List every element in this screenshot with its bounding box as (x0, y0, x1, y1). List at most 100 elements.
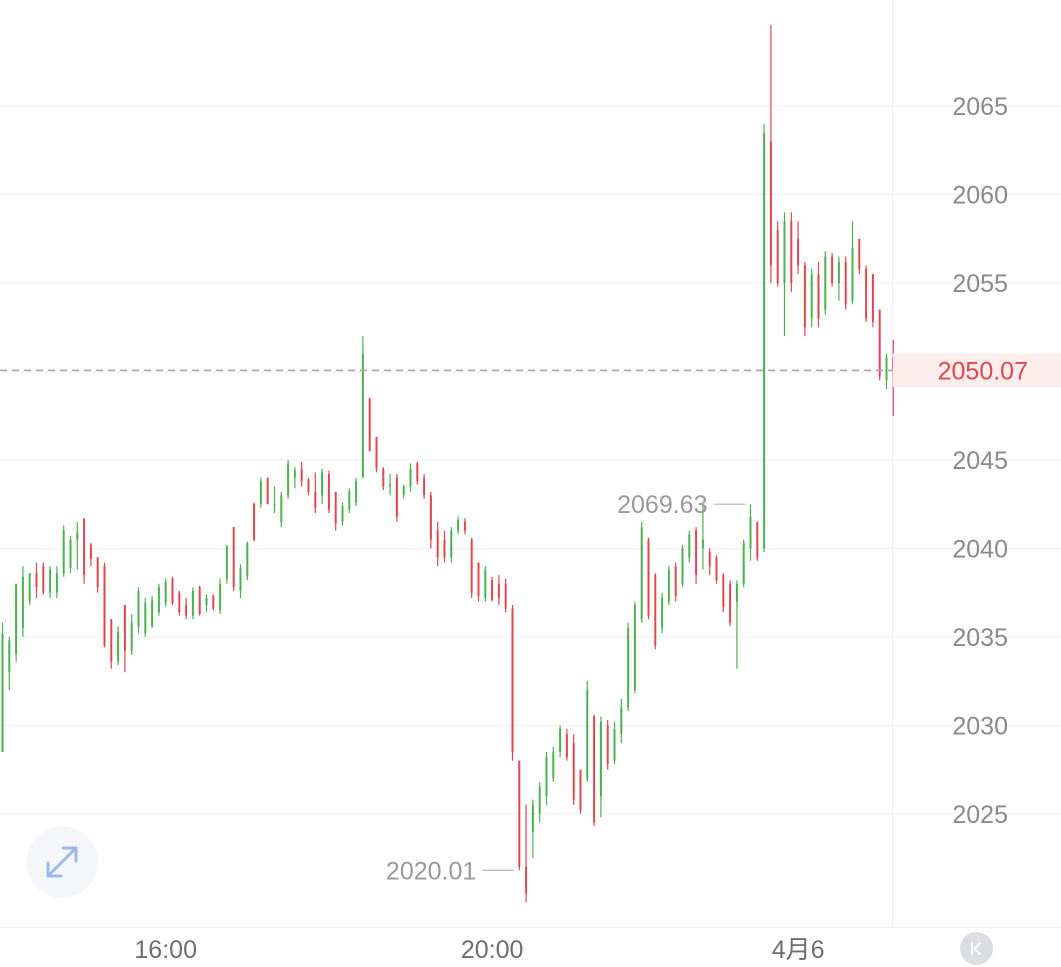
candle (620, 698, 623, 744)
candle (314, 472, 317, 514)
candle-body (511, 608, 514, 752)
candle (763, 123, 766, 552)
candle-body (205, 597, 208, 606)
candle (382, 467, 385, 491)
candle (423, 474, 426, 499)
candle (783, 212, 786, 337)
expand-chart-button[interactable] (26, 826, 98, 898)
candle-body (273, 504, 276, 506)
candle (552, 746, 555, 782)
candle-body (436, 530, 439, 558)
candle (463, 518, 466, 535)
candle (96, 557, 99, 593)
candle-body (776, 229, 779, 284)
grid-lines (0, 105, 1061, 815)
candle-body (674, 566, 677, 597)
candle (470, 537, 473, 598)
candle-body (858, 238, 861, 269)
candle-body (416, 463, 419, 482)
candle-body (769, 141, 772, 266)
candle (674, 562, 677, 602)
candle (28, 573, 31, 606)
candle (559, 725, 562, 758)
expand-arrows-icon (46, 846, 78, 878)
candle (171, 576, 174, 606)
candle (287, 459, 290, 499)
scroll-to-start-button[interactable] (960, 932, 993, 965)
candle (157, 583, 160, 616)
x-tick-label: 4月6 (772, 936, 825, 964)
low-annotation: 2020.01 (386, 857, 515, 885)
candle-body (110, 619, 113, 662)
candle (484, 566, 487, 602)
candle (375, 436, 378, 473)
x-tick-label: 20:00 (461, 936, 524, 964)
candle-body (15, 583, 18, 655)
candle (871, 274, 874, 328)
candle (185, 597, 188, 620)
candle-body (654, 574, 657, 646)
candle (198, 585, 201, 616)
y-tick-label: 2045 (952, 447, 1008, 475)
candle (327, 470, 330, 514)
candle (15, 583, 18, 662)
candle-body (368, 398, 371, 452)
candle-body (266, 477, 269, 505)
candle (667, 566, 670, 606)
candle-body (42, 566, 45, 593)
candle-body (55, 573, 58, 593)
candle (436, 521, 439, 567)
candle-body (198, 587, 201, 614)
candle (803, 261, 806, 337)
y-tick-label: 2035 (952, 624, 1008, 652)
candle-body (69, 539, 72, 568)
candle (361, 336, 364, 478)
candle (572, 734, 575, 805)
candle-body (667, 569, 670, 602)
candle (368, 398, 371, 452)
candle-body (837, 261, 840, 284)
candle-body (382, 468, 385, 487)
candle (443, 530, 446, 563)
candle (62, 525, 65, 577)
candle (259, 477, 262, 508)
candle (858, 238, 861, 275)
candle-body (878, 309, 881, 377)
candle-body (8, 640, 11, 673)
candle-body (83, 518, 86, 575)
candle (538, 781, 541, 823)
candle (579, 769, 582, 814)
candle (865, 265, 868, 322)
candle-body (395, 477, 398, 517)
candle-body (579, 769, 582, 811)
candle (55, 566, 58, 598)
candle (878, 309, 881, 381)
candle (593, 714, 596, 827)
candle (477, 562, 480, 602)
candle-body (314, 491, 317, 508)
candle-body (572, 743, 575, 800)
candle-body (232, 527, 235, 588)
candle-body (749, 516, 752, 549)
candle (810, 268, 813, 328)
candle (756, 521, 759, 561)
candle (647, 537, 650, 620)
candle-body (871, 274, 874, 322)
candle (266, 477, 269, 505)
y-tick-label: 2025 (952, 801, 1008, 829)
candle-body (307, 479, 310, 492)
candle-body (348, 491, 351, 510)
candle-body (389, 484, 392, 487)
y-tick-label: 2065 (952, 93, 1008, 121)
candle (35, 562, 38, 598)
candle-body (96, 557, 99, 588)
candle-body (443, 539, 446, 558)
candle-body (334, 491, 337, 524)
candle-body (640, 527, 643, 620)
candle (851, 221, 854, 305)
candle (525, 804, 528, 903)
candle (681, 544, 684, 588)
candle (633, 601, 636, 694)
candle-body (1, 633, 4, 752)
